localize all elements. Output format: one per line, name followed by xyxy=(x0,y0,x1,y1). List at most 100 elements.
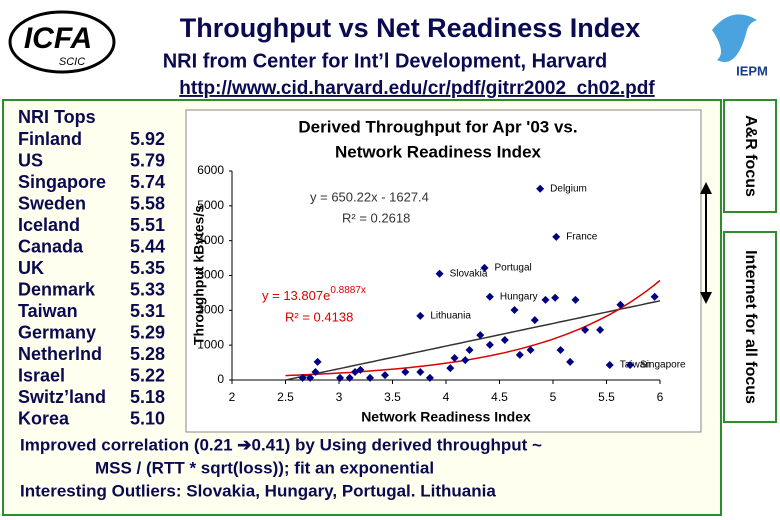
x-tick-label: 3.5 xyxy=(384,390,401,404)
point xyxy=(306,373,315,382)
point xyxy=(425,373,434,382)
nri-value: 5.29 xyxy=(130,322,165,342)
list-title: NRI Tops xyxy=(18,107,96,127)
nri-value: 5.28 xyxy=(130,344,165,364)
double-arrow xyxy=(700,182,712,304)
fit-equation-exponent: 0.8887x xyxy=(330,285,366,296)
nri-value: 5.31 xyxy=(130,301,165,321)
point xyxy=(530,316,539,325)
side-label: Internet for all focus xyxy=(742,250,759,404)
point xyxy=(616,300,625,309)
y-tick-label: 3000 xyxy=(197,268,224,282)
point xyxy=(500,335,509,344)
point xyxy=(556,346,565,355)
point xyxy=(416,367,425,376)
point xyxy=(650,292,659,301)
point xyxy=(485,292,494,301)
country: Germany xyxy=(18,322,96,342)
fit-equation-base: y = 13.807e xyxy=(262,288,330,303)
logo-right xyxy=(712,14,757,62)
chart-title: Network Readiness Index xyxy=(335,142,542,161)
point-label: Slovakia xyxy=(450,268,488,279)
country: US xyxy=(18,150,43,170)
country: Switz’land xyxy=(18,387,106,407)
point xyxy=(541,295,550,304)
footer-line: MSS / (RTT * sqrt(loss)); fit an exponen… xyxy=(95,458,434,477)
nri-value: 5.18 xyxy=(130,387,165,407)
country: Singapore xyxy=(18,172,106,192)
point xyxy=(581,325,590,334)
exp-fit xyxy=(285,279,661,377)
country: Iceland xyxy=(18,215,80,235)
point xyxy=(416,311,425,320)
x-tick-label: 3 xyxy=(336,390,343,404)
nri-value: 5.35 xyxy=(130,258,165,278)
country: Korea xyxy=(18,408,70,428)
point xyxy=(485,340,494,349)
y-tick-label: 4000 xyxy=(197,233,224,247)
footer-line: Interesting Outliers: Slovakia, Hungary,… xyxy=(20,481,496,500)
nri-value: 5.92 xyxy=(130,129,165,149)
y-tick-label: 0 xyxy=(217,372,224,386)
point xyxy=(571,295,580,304)
point xyxy=(311,367,320,376)
linear-fit xyxy=(285,300,661,381)
y-tick-label: 6000 xyxy=(197,163,224,177)
point-label: Hungary xyxy=(500,291,538,302)
logo-text: SCIC xyxy=(59,56,85,68)
x-tick-label: 4.5 xyxy=(491,390,508,404)
point xyxy=(313,357,322,366)
subtitle: NRI from Center for Int’l Development, H… xyxy=(163,50,608,72)
country: Israel xyxy=(18,365,65,385)
country: Taiwan xyxy=(18,301,78,321)
nri-value: 5.79 xyxy=(130,150,165,170)
fit-equation: y = 650.22x - 1627.4 xyxy=(310,189,429,204)
point-label: Lithuania xyxy=(430,311,471,322)
point xyxy=(605,361,614,370)
country: Denmark xyxy=(18,279,96,299)
point-label: France xyxy=(566,231,598,242)
x-tick-label: 5.5 xyxy=(598,390,615,404)
point-label: Portugal xyxy=(495,262,532,273)
point xyxy=(298,373,307,382)
x-tick-label: 5 xyxy=(550,390,557,404)
point-label: Taiwan xyxy=(620,360,651,371)
point xyxy=(345,373,354,382)
point xyxy=(381,371,390,380)
point xyxy=(465,346,474,355)
point xyxy=(336,373,345,382)
point-label: Delgium xyxy=(550,183,587,194)
nri-value: 5.33 xyxy=(130,279,165,299)
point xyxy=(626,361,635,370)
country: Sweden xyxy=(18,193,86,213)
y-tick-label: 2000 xyxy=(197,303,224,317)
x-axis-label: Network Readiness Index xyxy=(361,409,531,425)
logo-left xyxy=(8,10,116,74)
x-tick-label: 6 xyxy=(657,390,664,404)
point xyxy=(461,356,470,365)
point-label: Singapore xyxy=(640,360,686,371)
fit-r2: R² = 0.4138 xyxy=(285,309,353,324)
point xyxy=(566,357,575,366)
point xyxy=(401,367,410,376)
nri-value: 5.51 xyxy=(130,215,165,235)
nri-value: 5.74 xyxy=(130,172,165,192)
point xyxy=(476,331,485,340)
point xyxy=(450,354,459,363)
point xyxy=(480,263,489,272)
nri-value: 5.22 xyxy=(130,365,165,385)
side-label: A&R focus xyxy=(742,115,759,197)
link[interactable]: http://www.cid.harvard.edu/cr/pdf/gitrr2… xyxy=(179,78,655,99)
country: UK xyxy=(18,258,44,278)
side-box xyxy=(723,231,777,423)
side-box xyxy=(723,99,777,213)
point xyxy=(515,350,524,359)
footer-line: Improved correlation (0.21 ➔0.41) by Usi… xyxy=(20,435,542,454)
point xyxy=(366,373,375,382)
country: Finland xyxy=(18,129,82,149)
title: Throughput vs Net Readiness Index xyxy=(180,13,641,43)
fit-equation: y = 13.807e0.8887x xyxy=(262,285,366,304)
y-tick-label: 5000 xyxy=(197,198,224,212)
